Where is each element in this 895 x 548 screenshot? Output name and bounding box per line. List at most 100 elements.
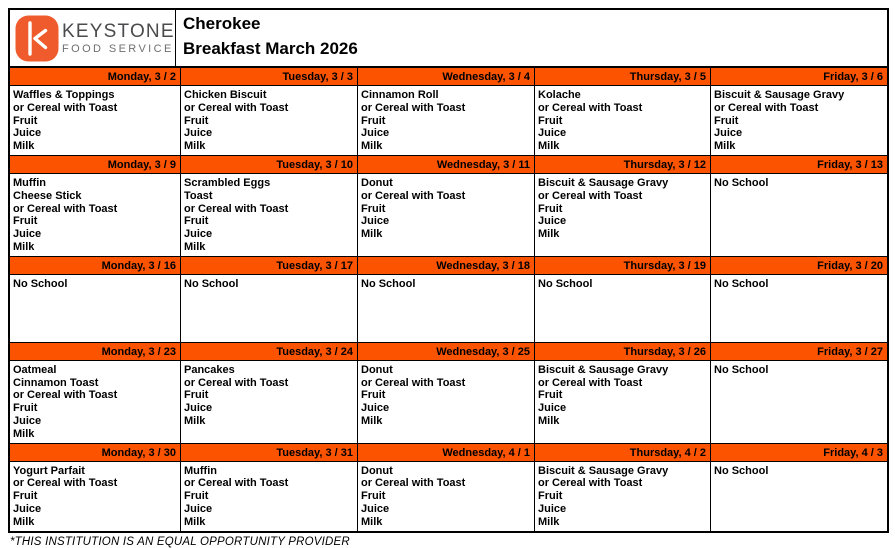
menu-cell: Scrambled Eggs Toast or Cereal with Toast F… (181, 173, 358, 256)
day-header-cell: Friday, 3 / 20 (711, 256, 887, 274)
week-4-day-header-row: Monday, 3 / 23 Tuesday, 3 / 24 Wednesday, … (10, 341, 887, 361)
day-header-cell: Friday, 3 / 27 (711, 342, 887, 360)
menu-cell: Oatmeal Cinnamon Toast or Cereal with Toas… (10, 360, 181, 443)
menu-item-line: Fruit (184, 215, 209, 228)
menu-item-line: or Cereal with Toast (184, 376, 289, 389)
menu-item-line: Fruit (361, 389, 386, 402)
menu-item-line: Juice (13, 228, 42, 241)
menu-item-line: Juice (538, 127, 567, 140)
day-header-cell: Wednesday, 3 / 4 (358, 68, 535, 85)
menu-item-line: Milk (538, 140, 560, 153)
menu-item-line: Juice (184, 228, 213, 241)
menu-item-line: or Cereal with Toast (361, 376, 466, 389)
menu-item-line: Milk (538, 414, 560, 427)
day-header-cell: Wednesday, 4 / 1 (358, 443, 535, 461)
menu-item-line: Fruit (13, 402, 38, 415)
menu-item-line: Juice (538, 502, 567, 515)
menu-cell: Cinnamon Roll or Cereal with Toast Fruit Ju… (358, 86, 535, 155)
week-2-day-header-row: Monday, 3 / 9 Tuesday, 3 / 10 Wednesday, 3… (10, 154, 887, 174)
day-header-cell: Friday, 3 / 13 (711, 155, 887, 173)
menu-cell: Biscuit & Sausage Gravy or Cereal with To… (535, 461, 711, 531)
menu-cell: No School (10, 274, 181, 342)
day-header-cell: Wednesday, 3 / 18 (358, 256, 535, 274)
menu-cell: No School (711, 361, 887, 443)
day-header-cell: Thursday, 3 / 5 (535, 68, 711, 85)
menu-item-line: Chicken Biscuit (184, 89, 267, 101)
menu-item-line: Donut (361, 176, 393, 189)
menu-cell: No School (711, 462, 887, 531)
logo-cell: KEYSTONE FOOD SERVICE (10, 10, 176, 66)
menu-item-line: Milk (361, 228, 383, 241)
menu-item-line: Juice (184, 502, 213, 515)
menu-item-line: Yogurt Parfait (13, 464, 85, 477)
menu-cell: Yogurt Parfait or Cereal with Toast Fruit J… (10, 461, 181, 531)
day-header-cell: Monday, 3 / 30 (10, 443, 181, 461)
menu-item-line: Biscuit & Sausage Gravy (538, 176, 669, 189)
menu-item-line: No School (361, 277, 416, 290)
menu-item-line: Juice (13, 502, 42, 515)
menu-item-line: Fruit (538, 202, 563, 215)
menu-item-line: Kolache (538, 89, 581, 101)
menu-item-line: Milk (13, 515, 35, 528)
day-header-cell: Tuesday, 3 / 10 (181, 155, 358, 173)
menu-cell: Biscuit & Sausage Gravy or Cereal with To… (535, 360, 711, 443)
brand-tagline: FOOD SERVICE (62, 42, 174, 55)
menu-item-line: Fruit (538, 114, 563, 127)
menu-cell: Waffles & Toppings or Cereal with Toast Fr… (10, 86, 181, 155)
brand-name: KEYSTONE (62, 20, 175, 42)
title-cell: Cherokee Breakfast March 2026 (176, 10, 887, 66)
day-header-cell: Monday, 3 / 2 (10, 68, 181, 85)
menu-item-line: No School (714, 176, 769, 189)
menu-item-line: Juice (361, 502, 390, 515)
menu-cell: Biscuit & Sausage Gravy or Cereal with To… (711, 86, 887, 155)
menu-item-line: Fruit (184, 389, 209, 402)
menu-item-line: Milk (184, 515, 206, 528)
menu-item-line: No School (714, 363, 769, 376)
day-header-cell: Thursday, 3 / 12 (535, 155, 711, 173)
menu-cell: No School (535, 274, 711, 342)
menu-item-line: Juice (13, 127, 42, 140)
menu-item-line: or Cereal with Toast (13, 389, 118, 402)
menu-item-line: or Cereal with Toast (361, 101, 466, 114)
menu-sheet: KEYSTONE FOOD SERVICE Cherokee Breakfast… (8, 8, 889, 548)
menu-item-line: or Cereal with Toast (13, 477, 118, 490)
menu-item-line: Milk (361, 140, 383, 153)
menu-cell: Biscuit & Sausage Gravy or Cereal with To… (535, 173, 711, 256)
menu-cell: Chicken Biscuit or Cereal with Toast Fruit… (181, 86, 358, 155)
menu-item-line: Cinnamon Toast (13, 376, 99, 389)
menu-item-line: Pancakes (184, 363, 235, 376)
menu-item-line: or Cereal with Toast (538, 189, 643, 202)
keystone-logo-icon (15, 15, 59, 61)
menu-item-line: Milk (538, 515, 560, 528)
day-header-cell: Thursday, 4 / 2 (535, 443, 711, 461)
week-3-day-header-row: Monday, 3 / 16 Tuesday, 3 / 17 Wednesday, … (10, 255, 887, 275)
menu-item-line: Juice (361, 215, 390, 228)
week-5-content-row: Yogurt Parfait or Cereal with Toast Fruit J… (10, 461, 887, 531)
menu-item-line: Fruit (538, 490, 563, 503)
menu-item-line: or Cereal with Toast (184, 477, 289, 490)
menu-item-line: or Cereal with Toast (13, 101, 118, 114)
menu-item-line: Fruit (13, 490, 38, 503)
menu-item-line: Milk (13, 240, 35, 253)
menu-item-line: Juice (361, 127, 390, 140)
day-header-cell: Tuesday, 3 / 17 (181, 256, 358, 274)
menu-item-line: Juice (361, 402, 390, 415)
menu-item-line: Fruit (184, 490, 209, 503)
week-4-content-row: Oatmeal Cinnamon Toast or Cereal with Toas… (10, 360, 887, 443)
menu-item-line: Juice (184, 127, 213, 140)
week-2-content-row: Muffin Cheese Stick or Cereal with Toast Fr… (10, 173, 887, 256)
menu-item-line: Juice (538, 402, 567, 415)
menu-item-line: Waffles & Toppings (13, 89, 115, 101)
menu-item-line: No School (184, 277, 239, 290)
week-1-day-header-row: Monday, 3 / 2 Tuesday, 3 / 3 Wednesday, 3 … (10, 67, 887, 86)
menu-grid: KEYSTONE FOOD SERVICE Cherokee Breakfast… (8, 8, 889, 533)
menu-item-line: Milk (361, 515, 383, 528)
week-3-content-row: No School No School No School No School No S… (10, 274, 887, 342)
day-header-cell: Tuesday, 3 / 3 (181, 68, 358, 85)
day-header-cell: Monday, 3 / 16 (10, 256, 181, 274)
menu-item-line: or Cereal with Toast (184, 202, 289, 215)
school-name: Cherokee (183, 14, 261, 33)
menu-item-line: No School (714, 277, 769, 290)
menu-cell: Kolache or Cereal with Toast Fruit Juice Mil… (535, 86, 711, 155)
menu-cell: Muffin or Cereal with Toast Fruit Juice Milk (181, 461, 358, 531)
